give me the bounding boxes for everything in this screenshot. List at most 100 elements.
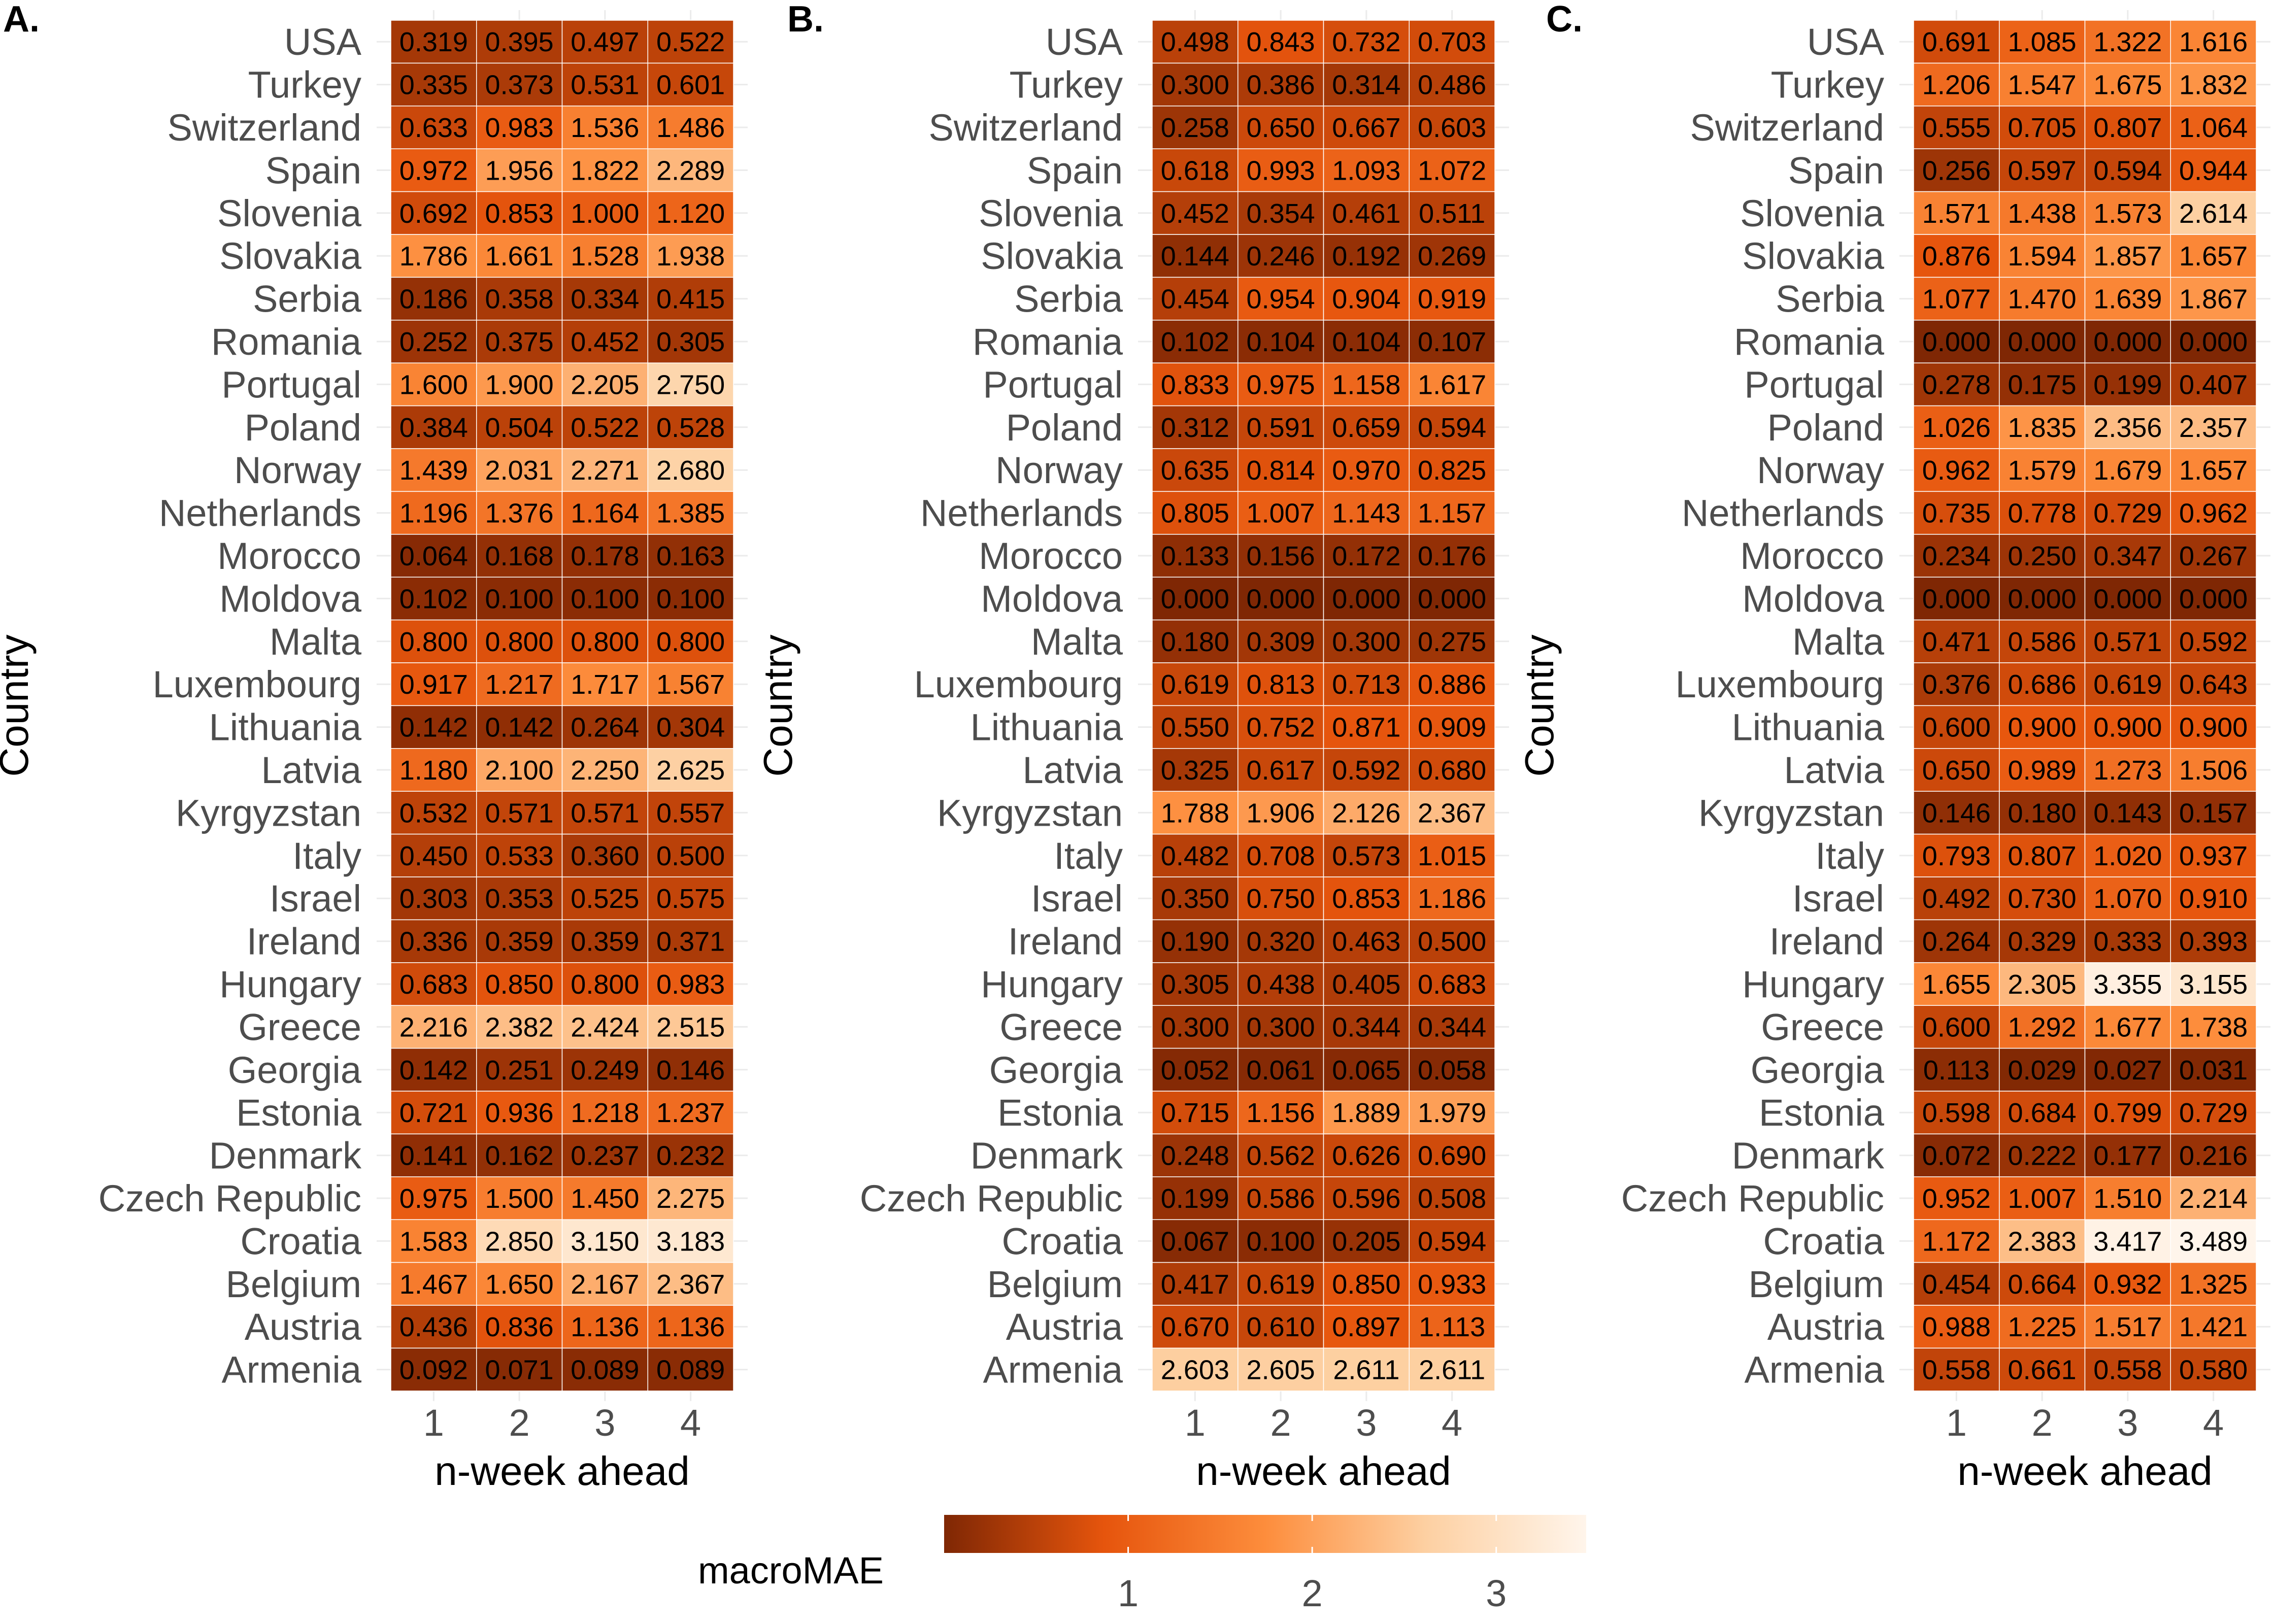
cell-value-label: 0.251	[485, 1055, 554, 1086]
cell-value-label: 0.932	[2093, 1269, 2162, 1300]
heatmap-cell	[1913, 577, 2000, 621]
heatmap-cell	[1409, 234, 1495, 278]
heatmap-cell	[647, 320, 734, 363]
cell-value-label: 0.376	[1922, 669, 1991, 700]
cell-value-label: 1.093	[1332, 155, 1400, 186]
cell-value-label: 0.256	[1922, 155, 1991, 186]
heatmap-cell	[1913, 405, 2000, 449]
cell-value-label: 0.143	[2093, 798, 2162, 828]
cell-value-label: 0.691	[1922, 27, 1991, 57]
country-tick-label: Israel	[1031, 877, 1123, 920]
cell-value-label: 0.454	[1922, 1269, 1991, 1300]
cell-value-label: 0.333	[2093, 927, 2162, 957]
heatmap-cell	[1238, 534, 1324, 578]
country-tick-label: Luxembourg	[914, 663, 1123, 705]
cell-value-label: 0.141	[399, 1141, 468, 1171]
heatmap-cell	[647, 662, 734, 706]
heatmap-cell	[2084, 619, 2171, 663]
cell-value-label: 2.356	[2093, 413, 2162, 443]
heatmap-cell	[1323, 234, 1410, 278]
heatmap-cell	[390, 577, 477, 621]
cell-value-label: 0.730	[2008, 884, 2077, 914]
cell-value-label: 0.190	[1161, 927, 1229, 957]
country-tick-label: Israel	[270, 877, 361, 920]
heatmap-cell	[647, 62, 734, 107]
cell-value-label: 1.956	[485, 155, 554, 186]
heatmap-cell	[1409, 662, 1495, 706]
heatmap-cell	[2084, 962, 2171, 1006]
cell-value-label: 0.064	[399, 541, 468, 571]
cell-value-label: 0.180	[2008, 798, 2077, 828]
heatmap-cell	[2170, 534, 2257, 578]
heatmap-cell	[2170, 106, 2257, 149]
heatmap-cell	[1409, 876, 1495, 921]
heatmap-cell	[2084, 191, 2171, 235]
country-tick-label: Morocco	[1740, 535, 1884, 577]
cell-value-label: 0.705	[2008, 113, 2077, 143]
heatmap-cell	[647, 919, 734, 963]
heatmap-cell	[647, 1047, 734, 1092]
heatmap-cell	[1409, 1047, 1495, 1092]
country-tick-label: Netherlands	[920, 492, 1123, 534]
country-tick-label: Czech Republic	[1621, 1177, 1884, 1220]
x-tick-label: 2	[1270, 1402, 1291, 1444]
heatmap-cell	[561, 1305, 648, 1349]
cell-value-label: 0.504	[485, 413, 554, 443]
heatmap-cell	[1999, 577, 2086, 621]
cell-value-label: 0.659	[1332, 413, 1400, 443]
heatmap-cell	[1323, 876, 1410, 921]
heatmap-cell	[1409, 1262, 1495, 1306]
heatmap-cell	[1152, 191, 1239, 235]
heatmap-cell	[1409, 1219, 1495, 1263]
cell-value-label: 1.225	[2008, 1312, 2077, 1342]
heatmap-cell	[1999, 448, 2086, 492]
legend-color-bar	[944, 1515, 1586, 1553]
heatmap-cell	[390, 1005, 477, 1049]
heatmap-cell	[476, 962, 563, 1006]
heatmap-cell	[561, 919, 648, 963]
heatmap-cell	[476, 662, 563, 706]
heatmap-cell	[1999, 1347, 2086, 1392]
cell-value-label: 0.952	[1922, 1183, 1991, 1214]
cell-value-label: 0.237	[571, 1141, 639, 1171]
cell-value-label: 0.354	[1247, 198, 1315, 229]
heatmap-cell	[476, 876, 563, 921]
heatmap-cell	[561, 148, 648, 192]
cell-value-label: 0.601	[656, 70, 725, 100]
heatmap-cell	[1323, 1005, 1410, 1049]
heatmap-cell	[2084, 876, 2171, 921]
heatmap-cell	[2170, 1262, 2257, 1306]
cell-value-label: 0.800	[656, 627, 725, 657]
heatmap-cell	[1323, 1219, 1410, 1263]
cell-value-label: 0.598	[1922, 1098, 1991, 1128]
cell-value-label: 0.897	[1332, 1312, 1400, 1342]
cell-value-label: 0.146	[1922, 798, 1991, 828]
cell-value-label: 0.359	[571, 927, 639, 957]
heatmap-cell	[1152, 833, 1239, 877]
cell-value-label: 0.000	[2179, 584, 2248, 614]
cell-value-label: 2.515	[656, 1012, 725, 1042]
heatmap-cell	[476, 148, 563, 192]
cell-value-label: 1.157	[1418, 498, 1486, 529]
cell-value-label: 0.089	[656, 1355, 725, 1385]
heatmap-cell	[561, 191, 648, 235]
cell-value-label: 1.273	[2093, 755, 2162, 786]
heatmap-cell	[2084, 1219, 2171, 1263]
x-tick-label: 2	[509, 1402, 530, 1444]
cell-value-label: 0.532	[399, 798, 468, 828]
cell-value-label: 1.528	[571, 241, 639, 272]
cell-value-label: 0.452	[571, 327, 639, 357]
heatmap-cell	[2084, 791, 2171, 835]
legend-title: macroMAE	[698, 1549, 884, 1592]
heatmap-cell	[1323, 619, 1410, 663]
heatmap-cell	[2170, 833, 2257, 877]
cell-value-label: 0.267	[2179, 541, 2248, 571]
heatmap-cell	[1999, 234, 2086, 278]
cell-value-label: 2.680	[656, 455, 725, 486]
heatmap-cell	[647, 876, 734, 921]
heatmap-cell	[476, 62, 563, 107]
heatmap-cell	[1238, 1305, 1324, 1349]
heatmap-cell	[647, 1305, 734, 1349]
cell-value-label: 0.550	[1161, 713, 1229, 743]
